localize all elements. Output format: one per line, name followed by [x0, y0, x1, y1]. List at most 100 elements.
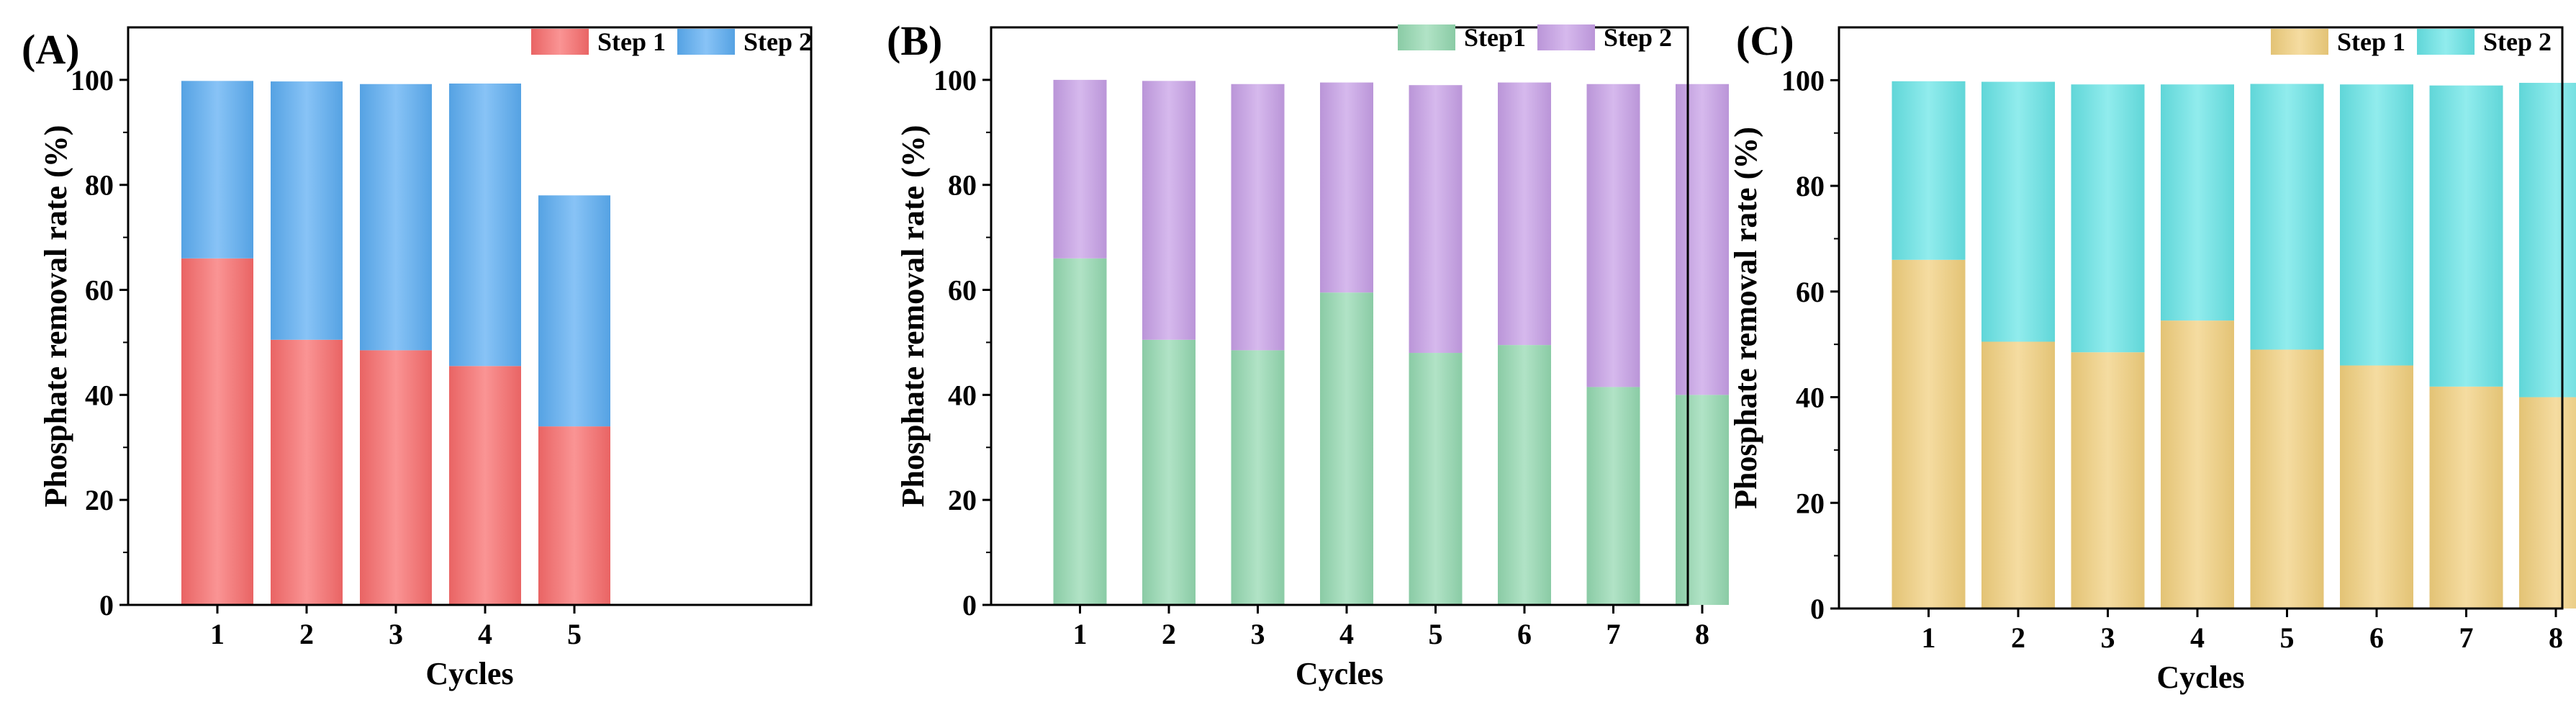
x-tick-label: 2: [299, 618, 314, 650]
x-tick-label: 8: [1695, 618, 1709, 650]
x-tick-label: 5: [2280, 621, 2295, 654]
bar-step2-cycle-4: [1320, 82, 1373, 293]
bar-step1-cycle-6: [2340, 365, 2413, 609]
y-tick-label: 40: [1796, 382, 1825, 414]
bar-step2-cycle-1: [181, 81, 253, 259]
bar-step2-cycle-1: [1892, 81, 1966, 260]
y-tick-label: 0: [99, 589, 114, 621]
legend-label: Step 1: [597, 27, 666, 56]
bar-step2-cycle-6: [2340, 84, 2413, 366]
bar-step1-cycle-6: [1498, 345, 1551, 605]
legend-label: Step 2: [2483, 27, 2552, 56]
panel-label: (B): [887, 17, 942, 64]
legend-swatch: [1398, 24, 1455, 50]
bar-step2-cycle-5: [2250, 84, 2324, 350]
x-tick-label: 5: [1429, 618, 1443, 650]
bar-step2-cycle-3: [2071, 84, 2145, 353]
bar-step2-cycle-6: [1498, 82, 1551, 346]
y-tick-label: 40: [948, 379, 977, 411]
bar-step1-cycle-7: [2429, 386, 2503, 609]
bar-step2-cycle-8: [2519, 83, 2576, 398]
y-axis-title: Phosphate removal rate (%): [1728, 127, 1763, 509]
bar-step2-cycle-4: [449, 84, 521, 367]
y-tick-label: 60: [85, 274, 114, 307]
legend-swatch: [531, 29, 589, 55]
x-tick-label: 7: [2459, 621, 2474, 654]
bar-step1-cycle-3: [1231, 350, 1285, 605]
x-tick-label: 6: [2369, 621, 2384, 654]
x-tick-label: 3: [389, 618, 403, 650]
legend-swatch: [677, 29, 736, 55]
legend-swatch: [1537, 24, 1596, 50]
y-tick-label: 20: [1796, 487, 1825, 519]
bar-step1-cycle-2: [1142, 339, 1196, 605]
bar-step1-cycle-4: [449, 366, 521, 605]
x-axis-title: Cycles: [425, 656, 513, 691]
y-axis-title: Phosphate removal rate (%): [895, 125, 931, 508]
x-tick-label: 4: [1339, 618, 1354, 650]
x-tick-label: 4: [478, 618, 492, 650]
x-tick-label: 1: [1073, 618, 1088, 650]
y-tick-label: 60: [1796, 276, 1825, 308]
bar-step1-cycle-3: [2071, 352, 2145, 609]
x-tick-label: 6: [1517, 618, 1532, 650]
x-axis-title: Cycles: [1296, 656, 1383, 691]
y-tick-label: 100: [71, 64, 114, 96]
bar-step2-cycle-1: [1053, 79, 1107, 259]
x-tick-label: 3: [1251, 618, 1265, 650]
y-tick-label: 0: [1810, 593, 1825, 625]
legend-label: Step 2: [744, 27, 812, 56]
y-tick-label: 0: [962, 589, 977, 621]
legend-swatch: [2271, 29, 2328, 55]
y-tick-label: 20: [948, 484, 977, 516]
legend-label: Step 1: [2337, 27, 2405, 56]
chart-panel-1: 0 20 40 60 80 100 1 2 3 4 5 Cycles Phosphate removal…: [22, 26, 813, 691]
y-tick-label: 20: [85, 484, 114, 516]
axes-frame: [127, 26, 813, 606]
bar-step1-cycle-5: [538, 426, 610, 605]
bar-step2-cycle-4: [2161, 84, 2234, 321]
x-tick-label: 4: [2190, 621, 2205, 654]
y-tick-label: 80: [948, 169, 977, 202]
panel-label: (C): [1736, 17, 1794, 64]
panel-label: (A): [22, 26, 80, 73]
bar-step1-cycle-4: [1320, 292, 1373, 605]
legend-swatch: [2417, 29, 2475, 55]
x-axis-title: Cycles: [2156, 660, 2244, 695]
bar-step2-cycle-2: [271, 81, 343, 340]
bar-step1-cycle-8: [2519, 397, 2576, 609]
legend-label: Step 2: [1604, 23, 1672, 52]
bar-step1-cycle-2: [1981, 341, 2055, 609]
bar-step2-cycle-5: [538, 195, 610, 427]
bar-step1-cycle-3: [360, 350, 432, 605]
x-tick-label: 8: [2549, 621, 2563, 654]
x-tick-label: 7: [1606, 618, 1621, 650]
bar-step2-cycle-3: [360, 84, 432, 351]
bar-step1-cycle-8: [1676, 395, 1729, 605]
axes-frame: [1838, 26, 2564, 610]
y-tick-label: 40: [85, 379, 114, 411]
y-tick-label: 80: [1796, 170, 1825, 202]
bar-step1-cycle-2: [271, 339, 343, 605]
legend-label: Step1: [1464, 23, 1526, 52]
bar-step1-cycle-4: [2161, 320, 2234, 609]
x-tick-label: 2: [2011, 621, 2025, 654]
bar-step2-cycle-7: [2429, 85, 2503, 387]
bar-step2-cycle-5: [1409, 85, 1463, 354]
bar-step2-cycle-8: [1676, 84, 1729, 395]
axes-frame: [990, 26, 1689, 606]
y-axis-title: Phosphate removal rate (%): [38, 125, 73, 508]
bar-step2-cycle-7: [1586, 84, 1640, 387]
x-tick-label: 1: [210, 618, 225, 650]
y-tick-label: 100: [1781, 64, 1825, 96]
chart-panel-3: 0 20 40 60 80 100 1 2 3 4 5 6 7 8 Cycles Phosphate remo…: [1728, 17, 2576, 695]
bar-step2-cycle-2: [1981, 81, 2055, 342]
bar-step1-cycle-1: [1053, 258, 1107, 605]
x-tick-label: 2: [1162, 618, 1176, 650]
bar-step1-cycle-1: [1892, 259, 1966, 609]
bar-step1-cycle-5: [1409, 353, 1463, 605]
bar-step1-cycle-7: [1586, 387, 1640, 605]
bar-step2-cycle-3: [1231, 84, 1285, 351]
chart-panel-2: 0 20 40 60 80 100 1 2 3 4 5 6 7 8 Cycles Phosphate remo…: [887, 17, 1729, 691]
